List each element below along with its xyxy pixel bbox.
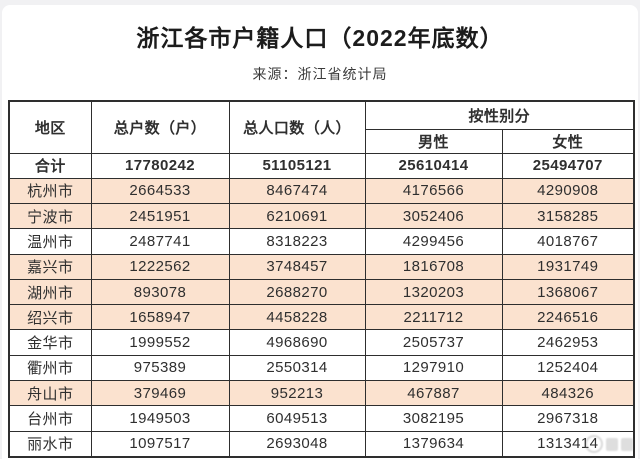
region-cell: 宁波市 — [8, 203, 92, 230]
male-cell: 2505737 — [364, 329, 503, 356]
female-cell: 25494707 — [501, 152, 635, 179]
female-cell: 4290908 — [501, 177, 635, 205]
households-cell: 379469 — [90, 380, 230, 407]
table-row: 台州市 1949503 6049513 3082195 2967318 — [8, 405, 635, 432]
region-cell: 台州市 — [8, 405, 92, 432]
households-cell: 2487741 — [90, 228, 230, 255]
population-cell: 3748457 — [228, 253, 366, 280]
population-cell: 51105121 — [228, 152, 366, 179]
region-cell: 嘉兴市 — [8, 253, 92, 280]
male-cell: 2211712 — [364, 304, 503, 331]
header-gender-group: 按性别分 — [364, 100, 635, 130]
female-cell: 2462953 — [501, 329, 635, 356]
region-cell: 丽水市 — [8, 430, 92, 458]
header-row-sub: 男性 女性 — [9, 128, 635, 154]
table-row: 合计 17780242 51105121 25610414 25494707 — [8, 152, 635, 179]
table-row: 温州市 2487741 8318223 4299456 4018767 — [8, 228, 635, 255]
page-title: 浙江各市户籍人口（2022年底数） — [136, 25, 504, 51]
households-cell: 1999552 — [90, 329, 230, 356]
population-cell: 8467474 — [228, 177, 366, 205]
households-cell: 1949503 — [90, 405, 230, 432]
households-cell: 2664533 — [90, 177, 230, 205]
male-cell: 1379634 — [364, 430, 503, 458]
population-cell: 4968690 — [228, 329, 366, 356]
male-cell: 4299456 — [364, 228, 503, 255]
region-cell: 合计 — [8, 152, 92, 179]
table-row: 杭州市 2664533 8467474 4176566 4290908 — [8, 177, 635, 205]
female-cell: 484326 — [501, 380, 635, 407]
region-cell: 舟山市 — [8, 380, 92, 407]
population-table: 地区 总户数（户） 总人口数（人） 按性别分 男性 女性 合计 17780242 5… — [8, 100, 636, 458]
population-cell: 2688270 — [228, 278, 366, 306]
female-cell: 2246516 — [501, 304, 635, 331]
households-cell: 1222562 — [90, 253, 230, 280]
header-region: 地区 — [8, 100, 92, 154]
male-cell: 467887 — [364, 380, 503, 407]
table-row: 绍兴市 1658947 4458228 2211712 2246516 — [8, 304, 635, 331]
table-row: 湖州市 893078 2688270 1320203 1368067 — [8, 278, 635, 306]
male-cell: 1297910 — [364, 354, 503, 382]
female-cell: 1313414 — [501, 430, 635, 458]
households-cell: 1658947 — [90, 304, 230, 331]
households-cell: 975389 — [90, 354, 230, 382]
header-households: 总户数（户） — [90, 100, 230, 154]
female-cell: 2967318 — [501, 405, 635, 432]
table-row: 金华市 1999552 4968690 2505737 2462953 — [8, 329, 635, 356]
households-cell: 893078 — [90, 278, 230, 306]
population-cell: 2550314 — [228, 354, 366, 382]
region-cell: 绍兴市 — [8, 304, 92, 331]
population-cell: 952213 — [228, 380, 366, 407]
male-cell: 3082195 — [364, 405, 503, 432]
table-body: 合计 17780242 51105121 25610414 25494707 杭州市 266… — [8, 152, 635, 458]
header-row-top: 地区 总户数（户） 总人口数（人） 按性别分 — [8, 100, 635, 154]
page-source: 来源：浙江省统计局 — [252, 66, 388, 82]
female-cell: 3158285 — [501, 203, 635, 230]
region-cell: 杭州市 — [8, 177, 92, 205]
households-cell: 2451951 — [90, 203, 230, 230]
region-cell: 湖州市 — [8, 278, 92, 306]
population-cell: 4458228 — [228, 304, 366, 331]
table-row: 宁波市 2451951 6210691 3052406 3158285 — [8, 203, 635, 230]
region-cell: 金华市 — [8, 329, 92, 356]
female-cell: 1368067 — [501, 278, 635, 306]
region-cell: 衢州市 — [8, 354, 92, 382]
male-cell: 4176566 — [364, 177, 503, 205]
table-row: 衢州市 975389 2550314 1297910 1252404 — [8, 354, 635, 382]
region-cell: 温州市 — [8, 228, 92, 255]
households-cell: 17780242 — [90, 152, 230, 179]
female-cell: 1252404 — [501, 354, 635, 382]
header-population: 总人口数（人） — [228, 100, 366, 154]
male-cell: 3052406 — [364, 203, 503, 230]
female-cell: 1931749 — [501, 253, 635, 280]
population-cell: 6210691 — [228, 203, 366, 230]
households-cell: 1097517 — [90, 430, 230, 458]
table-header: 地区 总户数（户） 总人口数（人） 按性别分 男性 女性 — [8, 100, 635, 154]
male-cell: 25610414 — [364, 152, 503, 179]
population-cell: 2693048 — [228, 430, 366, 458]
table-row: 丽水市 1097517 2693048 1379634 1313414 — [8, 430, 635, 458]
male-cell: 1320203 — [364, 278, 503, 306]
header-female: 女性 — [501, 128, 635, 154]
table-row: 嘉兴市 1222562 3748457 1816708 1931749 — [8, 253, 635, 280]
content-card: 浙江各市户籍人口（2022年底数） 来源：浙江省统计局 地区 总户数（户） 总人… — [2, 5, 638, 459]
population-cell: 6049513 — [228, 405, 366, 432]
header-male: 男性 — [364, 128, 503, 154]
table-row: 舟山市 379469 952213 467887 484326 — [8, 380, 635, 407]
female-cell: 4018767 — [501, 228, 635, 255]
population-cell: 8318223 — [228, 228, 366, 255]
male-cell: 1816708 — [364, 253, 503, 280]
